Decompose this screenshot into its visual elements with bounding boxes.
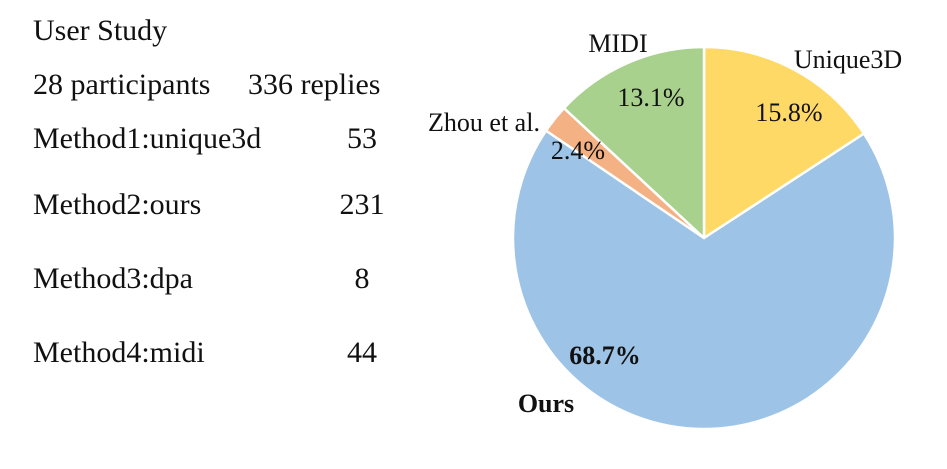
method-label: Method1:unique3d (33, 122, 262, 155)
method-count: 53 (347, 122, 377, 155)
user-study-summary: User Study 28 participants 336 replies M… (0, 0, 470, 469)
slice-percent-label: 13.1% (617, 83, 684, 112)
method-label: Method2:ours (33, 188, 202, 221)
slice-percent-label: 2.4% (551, 136, 605, 165)
slice-percent-label: 15.8% (755, 98, 822, 127)
slice-category-label: Unique3D (794, 45, 902, 74)
method-label: Method4:midi (33, 336, 205, 369)
replies-count: 336 replies (248, 68, 381, 101)
method-count: 8 (354, 262, 370, 295)
method-count: 44 (347, 336, 377, 369)
participants-count: 28 participants (33, 68, 211, 101)
slice-category-label: Zhou et al. (428, 108, 540, 137)
method-label: Method3:dpa (33, 262, 193, 295)
slice-category-label: Ours (518, 389, 574, 418)
pie-slice (702, 45, 866, 240)
method-count: 231 (339, 188, 385, 221)
slice-category-label: MIDI (588, 29, 647, 58)
study-title: User Study (33, 14, 168, 47)
slice-percent-label: 68.7% (569, 341, 641, 370)
pie-slice (511, 129, 897, 431)
pie-slice (562, 45, 706, 240)
